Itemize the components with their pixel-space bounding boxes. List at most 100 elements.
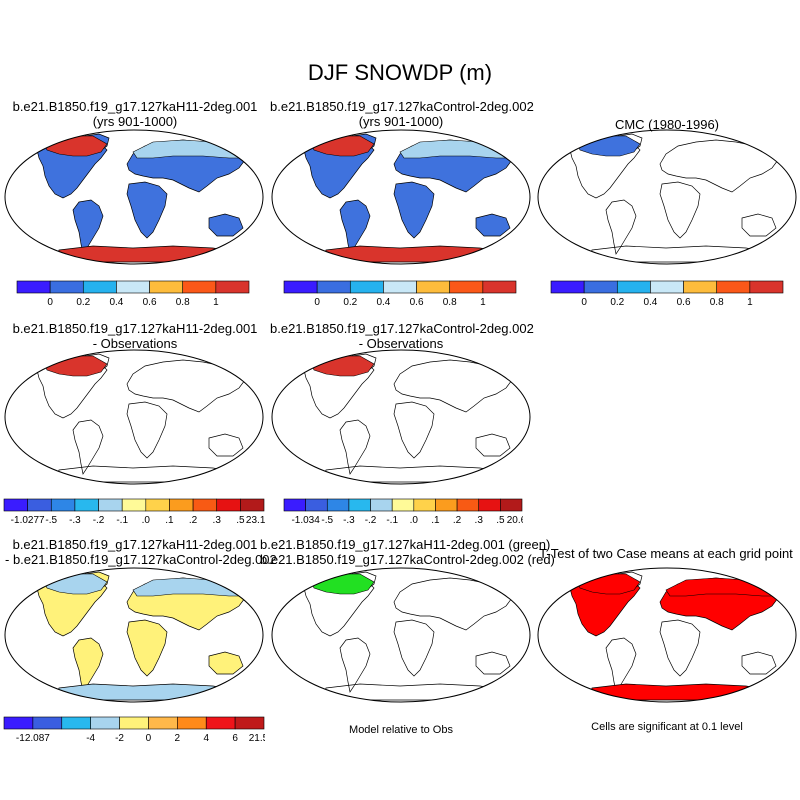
colorbar-swatch bbox=[32, 716, 63, 730]
colorbar-1: 0 0.2 0.4 0.6 0.8 1 bbox=[16, 280, 250, 308]
significance-note: Cells are significant at 0.1 level bbox=[591, 721, 743, 733]
colorbar-label: 0.6 bbox=[143, 297, 157, 308]
panel-title-8: b.e21.B1850.f19_g17.127kaH11-2deg.001 (g… bbox=[260, 537, 555, 567]
colorbar-swatch bbox=[148, 716, 178, 730]
colorbar-swatch bbox=[192, 498, 218, 512]
landmass-eurasia bbox=[126, 359, 246, 413]
landmass-antarctica bbox=[323, 245, 503, 263]
colorbar-swatch bbox=[61, 716, 91, 730]
landmass-australia bbox=[475, 433, 511, 457]
colorbar-label: 21.509 bbox=[249, 733, 265, 744]
colorbar-label: -.3 bbox=[343, 515, 355, 526]
colorbar-swatch bbox=[121, 498, 147, 512]
colorbar-swatch bbox=[583, 280, 618, 294]
map-border bbox=[4, 349, 264, 485]
landmass-africa bbox=[126, 401, 168, 459]
colorbar-label: -1.034 bbox=[291, 515, 320, 526]
landmass-southAmerica bbox=[72, 419, 104, 475]
colorbar-swatch bbox=[316, 280, 351, 294]
map-panel-3 bbox=[537, 129, 797, 265]
landmass-antarctica bbox=[56, 683, 236, 701]
colorbar-swatch bbox=[482, 280, 517, 294]
landmass-antarctica bbox=[323, 683, 503, 701]
snow-field-eurasia bbox=[132, 577, 244, 597]
map-panel-4 bbox=[4, 349, 264, 485]
colorbar-label: .2 bbox=[453, 515, 462, 526]
panel-title-9: T-Test of two Case means at each grid po… bbox=[539, 546, 793, 561]
colorbar-swatch bbox=[182, 280, 217, 294]
colorbar-swatch bbox=[348, 498, 371, 512]
colorbar-label: -4 bbox=[86, 733, 95, 744]
landmass-australia bbox=[741, 651, 777, 675]
colorbar-label: 0.4 bbox=[376, 297, 390, 308]
colorbar-swatch bbox=[650, 280, 684, 294]
landmass-australia bbox=[208, 433, 244, 457]
landmass-australia bbox=[741, 213, 777, 237]
colorbar-label: -1.0277 bbox=[11, 515, 45, 526]
colorbar-swatch bbox=[90, 716, 120, 730]
colorbar-label: -.1 bbox=[386, 515, 398, 526]
map-panel-1 bbox=[4, 129, 264, 265]
colorbar-label: 1 bbox=[213, 297, 219, 308]
colorbar-swatch bbox=[500, 498, 523, 512]
snow-field-north-america bbox=[309, 355, 375, 377]
panel-title-4: b.e21.B1850.f19_g17.127kaH11-2deg.001- O… bbox=[12, 321, 258, 351]
landmass-southAmerica bbox=[339, 199, 371, 255]
landmass-africa bbox=[126, 619, 168, 677]
colorbar-swatch bbox=[616, 280, 651, 294]
colorbar-label: 1 bbox=[480, 297, 486, 308]
landmass-australia bbox=[208, 213, 244, 237]
colorbar-label: 0.2 bbox=[76, 297, 90, 308]
map-border bbox=[271, 129, 531, 265]
colorbar-label: 1 bbox=[747, 297, 753, 308]
snow-field-eurasia bbox=[399, 139, 511, 159]
colorbar-swatch bbox=[370, 498, 393, 512]
map-panel-2 bbox=[271, 129, 531, 265]
colorbar-swatch bbox=[50, 498, 76, 512]
colorbar-label: .0 bbox=[410, 515, 419, 526]
landmass-antarctica bbox=[589, 683, 769, 701]
colorbar-label: -2 bbox=[115, 733, 124, 744]
landmass-africa bbox=[659, 181, 701, 239]
colorbar-swatch bbox=[683, 280, 718, 294]
colorbar-swatch bbox=[74, 498, 99, 512]
panel-title-7: b.e21.B1850.f19_g17.127kaH11-2deg.001- b… bbox=[5, 537, 277, 567]
panel-title-2: b.e21.B1850.f19_g17.127kaControl-2deg.00… bbox=[270, 99, 534, 129]
map-panel-7 bbox=[4, 567, 264, 703]
snow-field-north-america bbox=[309, 573, 375, 595]
landmass-southAmerica bbox=[339, 637, 371, 693]
colorbar-label: 0.8 bbox=[176, 297, 190, 308]
figure-title: DJF SNOWDP (m) bbox=[307, 60, 493, 85]
colorbar-label: -.2 bbox=[365, 515, 377, 526]
colorbar-label: .0 bbox=[142, 515, 151, 526]
colorbar-swatch bbox=[435, 498, 458, 512]
colorbar-swatch bbox=[416, 280, 451, 294]
colorbar-swatch bbox=[216, 498, 241, 512]
panel-title-3: CMC (1980-1996) bbox=[614, 117, 720, 132]
map-panel-5 bbox=[271, 349, 531, 485]
colorbar-label: 0.8 bbox=[443, 297, 457, 308]
landmass-antarctica bbox=[323, 465, 503, 483]
landmass-africa bbox=[393, 401, 435, 459]
colorbar-swatch bbox=[145, 498, 170, 512]
colorbar-label: -12.087 bbox=[16, 733, 50, 744]
colorbar-swatch bbox=[149, 280, 184, 294]
landmass-antarctica bbox=[56, 245, 236, 263]
colorbar-label: .3 bbox=[475, 515, 484, 526]
landmass-africa bbox=[659, 619, 701, 677]
colorbar-swatch bbox=[391, 498, 415, 512]
colorbar-swatch bbox=[413, 498, 436, 512]
colorbar-swatch bbox=[305, 498, 328, 512]
colorbar-swatch bbox=[716, 280, 751, 294]
landmass-eurasia bbox=[393, 577, 513, 631]
landmass-southAmerica bbox=[339, 419, 371, 475]
colorbar-label: .2 bbox=[189, 515, 198, 526]
snow-field-north-america bbox=[42, 355, 108, 377]
colorbar-label: -.3 bbox=[69, 515, 81, 526]
colorbar-swatch bbox=[205, 716, 236, 730]
colorbar-4: -1.0277-.5 -.3 -.2 -.1 .0 .1 .2 .3 .523.1948 bbox=[3, 498, 265, 526]
colorbar-swatch bbox=[326, 498, 350, 512]
landmass-southAmerica bbox=[605, 199, 637, 255]
landmass-antarctica bbox=[589, 245, 769, 263]
colorbar-2: 0 0.2 0.4 0.6 0.8 1 bbox=[283, 280, 517, 308]
